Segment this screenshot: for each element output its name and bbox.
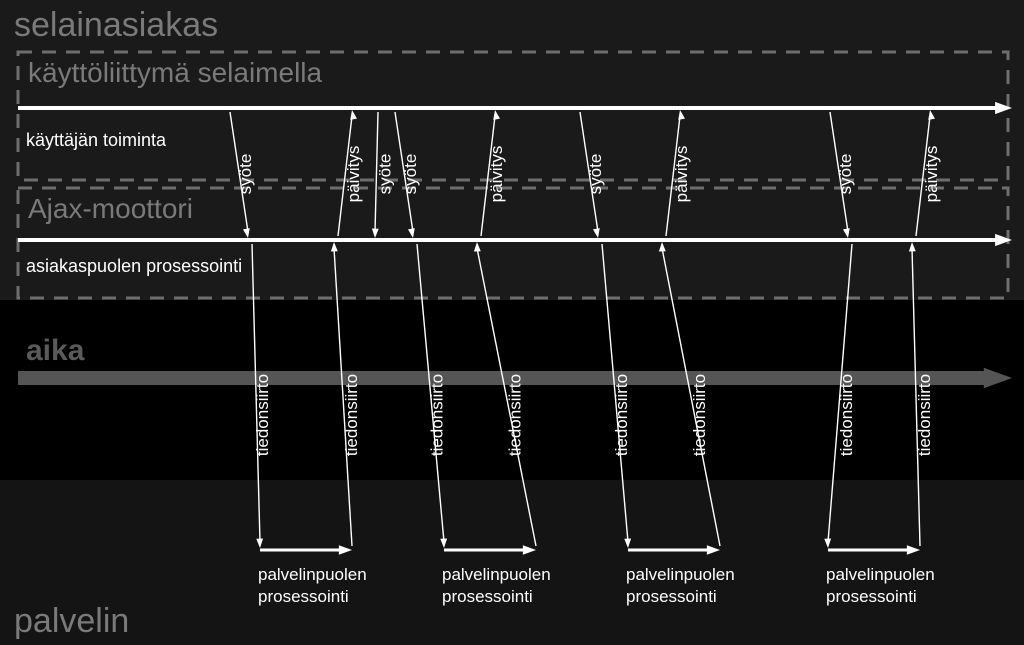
arrow-label: päivitys [344, 146, 363, 203]
arrow-label: syöte [401, 154, 420, 195]
ui-timeline-label: käyttäjän toiminta [26, 130, 167, 150]
server-proc-label: palvelinpuolen [626, 565, 735, 584]
arrow-label: syöte [836, 154, 855, 195]
arrow-label: syöte [236, 154, 255, 195]
server-proc-label: palvelinpuolen [258, 565, 367, 584]
server-proc-label: palvelinpuolen [442, 565, 551, 584]
arrow-label: päivitys [672, 146, 691, 203]
arrow-label: syöte [586, 154, 605, 195]
client-panel [0, 0, 1024, 300]
arrow-label: tiedonsiirto [690, 374, 709, 456]
server-proc-label: prosessointi [826, 587, 917, 606]
arrow-label: päivitys [487, 146, 506, 203]
arrow-label: päivitys [922, 146, 941, 203]
arrow-label: tiedonsiirto [915, 374, 934, 456]
arrow-label: tiedonsiirto [506, 374, 525, 456]
ui-box-label: käyttöliittymä selaimella [28, 57, 323, 88]
arrow-label: tiedonsiirto [342, 374, 361, 456]
arrow-label: tiedonsiirto [837, 374, 856, 456]
server-panel [0, 480, 1024, 645]
server-proc-label: prosessointi [442, 587, 533, 606]
server-proc-label: prosessointi [258, 587, 349, 606]
arrow-label: tiedonsiirto [428, 374, 447, 456]
server-title: palvelin [14, 602, 129, 640]
client-title: selainasiakas [14, 6, 218, 44]
server-proc-label: prosessointi [626, 587, 717, 606]
arrow-label: tiedonsiirto [253, 374, 272, 456]
arrow-label: syöte [376, 154, 395, 195]
server-proc-label: palvelinpuolen [826, 565, 935, 584]
arrow-label: tiedonsiirto [612, 374, 631, 456]
ajax-timeline-label: asiakaspuolen prosessointi [26, 256, 242, 276]
ajax-box-label: Ajax-moottori [28, 193, 193, 224]
time-axis-label: aika [26, 334, 85, 367]
